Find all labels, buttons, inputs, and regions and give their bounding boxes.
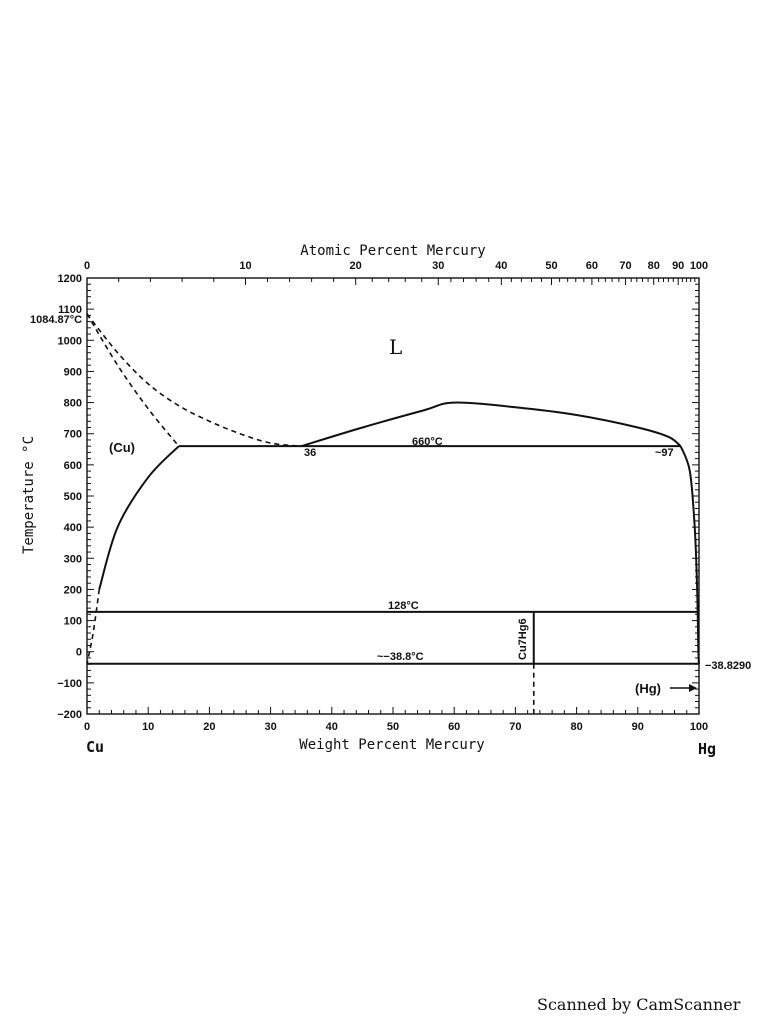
bottom-axis-label: Weight Percent Mercury xyxy=(299,737,484,753)
cu-melting-label: 1084.87°C xyxy=(30,314,82,326)
y-tick-label: 200 xyxy=(64,584,82,596)
top-tick-label: 0 xyxy=(84,260,90,272)
top-tick-label: 20 xyxy=(350,260,362,272)
top-tick-label: 30 xyxy=(432,260,444,272)
y-tick-label: 0 xyxy=(76,647,82,659)
top-tick-label: 80 xyxy=(648,260,660,272)
y-tick-label: 100 xyxy=(64,616,82,628)
x-tick-label: 70 xyxy=(509,721,521,733)
miscibility-gap-curve xyxy=(300,401,682,448)
y-tick-label: −200 xyxy=(57,709,82,721)
liquidus-left-dashed-curve xyxy=(86,313,302,447)
top-tick-label: 100 xyxy=(690,260,708,272)
phase-boundaries xyxy=(86,313,700,714)
monotectic-right-label: ~97 xyxy=(655,447,674,459)
y-tick-label: 500 xyxy=(64,491,82,503)
x-tick-label: 30 xyxy=(264,721,276,733)
y-tick-label: 1000 xyxy=(58,335,82,347)
x-tick-label: 50 xyxy=(387,721,399,733)
solvus-cu-solid-curve xyxy=(98,445,180,590)
atomic-percent-ticks: 0 10 20 30 40 50 60 70 80 90 100 xyxy=(84,260,708,285)
x-tick-label: 80 xyxy=(570,721,582,733)
hg-arrowhead xyxy=(689,684,697,692)
y-tick-label: 400 xyxy=(64,522,82,534)
hg-melting-label: −38.8290 xyxy=(705,660,751,672)
x-tick-label: 20 xyxy=(203,721,215,733)
solidus-cu-dashed-curve xyxy=(86,313,180,447)
top-tick-label: 60 xyxy=(586,260,598,272)
y-tick-label: 900 xyxy=(64,366,82,378)
left-element-label: Cu xyxy=(86,738,104,756)
monotectic-temp-label: 660°C xyxy=(412,436,443,448)
x-tick-label: 40 xyxy=(326,721,338,733)
y-tick-label: 1200 xyxy=(58,273,82,285)
x-tick-label: 0 xyxy=(84,721,90,733)
y-tick-label: 700 xyxy=(64,429,82,441)
hg-solid-region-label: (Hg) xyxy=(635,681,661,696)
cu-solid-region-label: (Cu) xyxy=(109,440,135,455)
y-tick-label: 800 xyxy=(64,398,82,410)
liquid-region-label: L xyxy=(389,335,402,359)
monotectic-left-label: 36 xyxy=(304,447,316,459)
y-tick-label: 600 xyxy=(64,460,82,472)
y-axis-label: Temperature °C xyxy=(21,436,37,554)
top-tick-label: 10 xyxy=(239,260,251,272)
top-tick-label: 50 xyxy=(545,260,557,272)
x-tick-label: 10 xyxy=(142,721,154,733)
weight-percent-ticks: 0 10 20 30 40 50 60 70 80 90 100 xyxy=(84,707,708,733)
eutectic-temp-label: ~−38.8°C xyxy=(377,651,424,663)
x-tick-label: 60 xyxy=(448,721,460,733)
solvus-cu-dashed-curve xyxy=(86,589,101,664)
top-tick-label: 40 xyxy=(495,260,507,272)
x-tick-label: 100 xyxy=(690,721,708,733)
y-tick-label: −100 xyxy=(57,678,82,690)
y-tick-label: 1100 xyxy=(58,304,82,316)
compound-label: Cu7Hg6 xyxy=(517,618,529,660)
top-axis-label: Atomic Percent Mercury xyxy=(300,243,485,259)
y-tick-label: 300 xyxy=(64,553,82,565)
scanner-watermark: Scanned by CamScanner xyxy=(537,995,741,1014)
x-tick-label: 90 xyxy=(632,721,644,733)
top-tick-label: 90 xyxy=(672,260,684,272)
temperature-ticks: 1200110010009008007006005004003002001000… xyxy=(57,273,94,721)
peritectic-temp-label: 128°C xyxy=(388,600,419,612)
right-element-label: Hg xyxy=(698,740,716,758)
liquidus-right-curve xyxy=(679,445,700,664)
top-tick-label: 70 xyxy=(619,260,631,272)
